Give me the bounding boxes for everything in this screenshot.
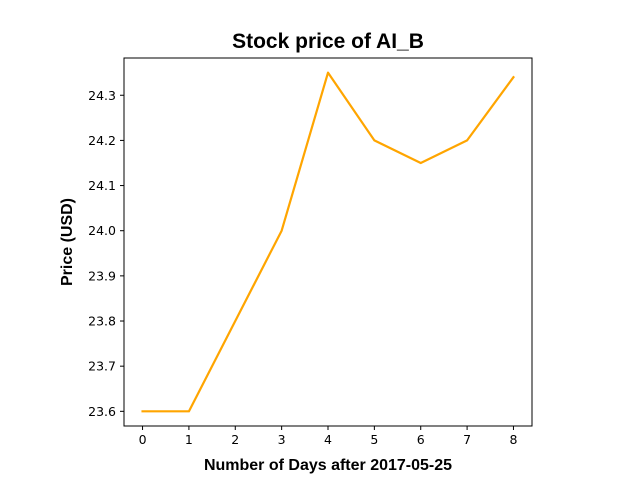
y-tick-label: 23.9 (88, 268, 116, 283)
series-line (141, 71, 515, 413)
chart-title: Stock price of AI_B (232, 30, 424, 53)
x-tick-label: 4 (324, 432, 332, 447)
y-tick-label: 23.7 (88, 359, 116, 374)
y-axis: 23.6 23.7 23.8 23.9 24.0 24.1 24.2 24.3 (88, 88, 124, 419)
y-tick-label: 24.0 (88, 223, 116, 238)
x-tick-label: 6 (417, 432, 425, 447)
x-tick-label: 8 (509, 432, 517, 447)
y-tick-label: 24.1 (88, 178, 116, 193)
x-axis: 0 1 2 3 4 5 6 7 8 (139, 426, 517, 447)
y-tick-label: 23.6 (88, 404, 116, 419)
x-tick-label: 2 (231, 432, 239, 447)
x-tick-label: 7 (463, 432, 471, 447)
series-layer (141, 71, 515, 413)
y-axis-label: Price (USD) (59, 198, 76, 286)
y-tick-label: 23.8 (88, 314, 116, 329)
x-tick-label: 1 (185, 432, 193, 447)
x-tick-label: 0 (139, 432, 147, 447)
y-tick-label: 24.2 (88, 133, 116, 148)
x-axis-label: Number of Days after 2017-05-25 (204, 457, 452, 474)
plot-area (124, 58, 532, 426)
y-tick-label: 24.3 (88, 88, 116, 103)
x-tick-label: 3 (278, 432, 286, 447)
plot-frame (123, 57, 533, 427)
x-tick-label: 5 (370, 432, 378, 447)
